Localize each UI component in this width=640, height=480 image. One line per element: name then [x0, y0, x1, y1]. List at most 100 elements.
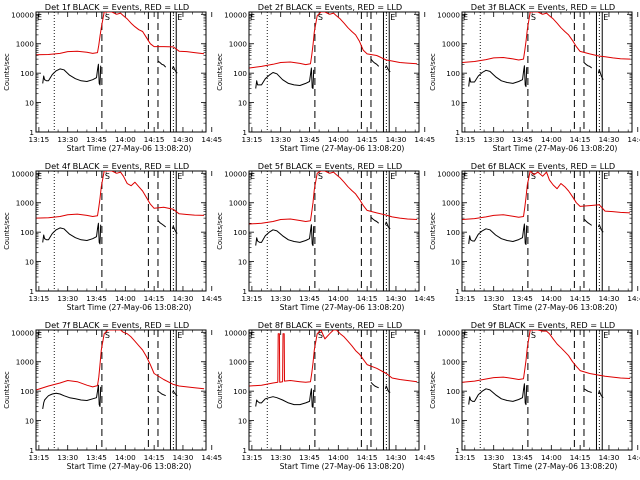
- series-group: [36, 330, 205, 409]
- events-series-1: [468, 383, 528, 406]
- annotation-end-left: E: [463, 331, 468, 340]
- panel-det-3: Det 3f BLACK = Events, RED = LLD 1 10 100 10…: [429, 2, 640, 153]
- y-tick-label: 10000: [224, 328, 247, 337]
- y-tick-label: 10: [25, 258, 35, 267]
- y-tick-label: 10: [451, 99, 461, 108]
- y-axis-label: Counts/sec: [216, 212, 224, 250]
- events-series-2: [370, 381, 379, 389]
- x-tick-label: 14:45: [201, 453, 222, 462]
- events-series-2: [370, 216, 380, 224]
- y-axis-label: Counts/sec: [216, 371, 224, 409]
- panel-title: Det 2f BLACK = Events, RED = LLD: [258, 2, 402, 12]
- series-group: [462, 330, 631, 406]
- x-tick-label: 14:00: [115, 294, 136, 303]
- x-tick-label: 14:15: [570, 135, 591, 144]
- y-tick-label: 1000: [442, 40, 461, 49]
- x-tick-label: 14:45: [201, 135, 222, 144]
- x-tick-label: 13:45: [86, 135, 107, 144]
- panel-title: Det 9f BLACK = Events, RED = LLD: [471, 320, 615, 330]
- x-tick-label: 13:15: [455, 135, 476, 144]
- x-tick-label: 13:15: [242, 135, 263, 144]
- lld-series-0: [462, 171, 631, 220]
- annotation-start: S: [531, 172, 536, 181]
- annotation-end: E: [177, 172, 182, 181]
- annotation-end: E: [603, 172, 608, 181]
- y-tick-label: 1: [29, 287, 34, 296]
- x-tick-label: 14:30: [599, 135, 620, 144]
- x-tick-label: 13:30: [483, 294, 504, 303]
- y-tick-label: 10: [238, 417, 248, 426]
- y-tick-label: 1: [455, 128, 460, 137]
- y-tick-label: 10000: [437, 169, 460, 178]
- panel-det-1: Det 1f BLACK = Events, RED = LLD 1 10 100 10…: [3, 2, 222, 153]
- y-tick-label: 100: [233, 387, 247, 396]
- x-tick-label: 13:45: [512, 294, 533, 303]
- x-axis-label: Start Time (27-May-06 13:08:20): [67, 462, 192, 471]
- annotation-end-left: E: [250, 13, 255, 22]
- y-tick-label: 10000: [11, 328, 34, 337]
- panel-det-2: Det 2f BLACK = Events, RED = LLD 1 10 100 10…: [216, 2, 435, 153]
- panel-det-9: Det 9f BLACK = Events, RED = LLD 1 10 100 10…: [429, 320, 640, 471]
- y-tick-label: 1: [242, 128, 247, 137]
- y-tick-label: 10000: [224, 169, 247, 178]
- plot-frame: [248, 170, 420, 292]
- annotation-end-left: E: [463, 172, 468, 181]
- y-tick-label: 1: [29, 446, 34, 455]
- events-series-1: [255, 224, 315, 247]
- events-series-1: [42, 222, 102, 245]
- annotation-end: E: [390, 172, 395, 181]
- plot-frame: [35, 11, 207, 133]
- events-series-2: [157, 220, 167, 228]
- x-tick-label: 13:45: [86, 453, 107, 462]
- events-series-3: [171, 225, 178, 234]
- panel-title: Det 4f BLACK = Events, RED = LLD: [45, 161, 189, 171]
- x-axis-label: Start Time (27-May-06 13:08:20): [493, 144, 618, 153]
- x-tick-label: 13:30: [57, 135, 78, 144]
- x-tick-label: 13:30: [483, 135, 504, 144]
- events-series-3: [597, 69, 604, 80]
- lld-series-0: [462, 330, 631, 383]
- x-tick-label: 13:45: [512, 135, 533, 144]
- panel-title: Det 1f BLACK = Events, RED = LLD: [45, 2, 189, 12]
- y-axis-label: Counts/sec: [3, 53, 11, 91]
- series-group: [249, 12, 418, 89]
- x-tick-label: 14:00: [115, 135, 136, 144]
- panel-title: Det 5f BLACK = Events, RED = LLD: [258, 161, 402, 171]
- series-group: [36, 171, 205, 245]
- plot-frame: [461, 329, 633, 451]
- x-tick-label: 14:00: [541, 294, 562, 303]
- annotation-end-left: E: [37, 331, 42, 340]
- y-axis-label: Counts/sec: [216, 53, 224, 91]
- x-tick-label: 14:00: [328, 453, 349, 462]
- lld-series-0: [462, 12, 631, 63]
- events-series-3: [384, 65, 391, 73]
- plot-frame: [35, 170, 207, 292]
- y-axis-label: Counts/sec: [3, 371, 11, 409]
- x-axis-label: Start Time (27-May-06 13:08:20): [280, 144, 405, 153]
- y-tick-label: 10: [238, 99, 248, 108]
- x-tick-label: 13:30: [270, 135, 291, 144]
- y-tick-label: 10000: [437, 328, 460, 337]
- lld-series-0: [249, 330, 418, 387]
- x-tick-label: 14:00: [541, 135, 562, 144]
- x-tick-label: 13:15: [242, 453, 263, 462]
- x-tick-label: 14:45: [414, 135, 435, 144]
- y-tick-label: 100: [20, 69, 34, 78]
- annotation-end-left: E: [37, 172, 42, 181]
- events-series-1: [255, 388, 315, 408]
- x-tick-label: 14:45: [414, 294, 435, 303]
- y-tick-label: 10000: [11, 10, 34, 19]
- events-series-1: [42, 384, 102, 409]
- y-tick-label: 10: [25, 99, 35, 108]
- x-tick-label: 14:15: [570, 453, 591, 462]
- series-group: [462, 12, 631, 88]
- x-tick-label: 14:00: [115, 453, 136, 462]
- y-tick-label: 10: [25, 417, 35, 426]
- events-series-3: [171, 390, 178, 397]
- x-tick-label: 14:15: [357, 453, 378, 462]
- x-tick-label: 14:30: [173, 453, 194, 462]
- annotation-end: E: [177, 13, 182, 22]
- panel-title: Det 3f BLACK = Events, RED = LLD: [471, 2, 615, 12]
- plot-frame: [35, 329, 207, 451]
- events-series-1: [468, 65, 528, 88]
